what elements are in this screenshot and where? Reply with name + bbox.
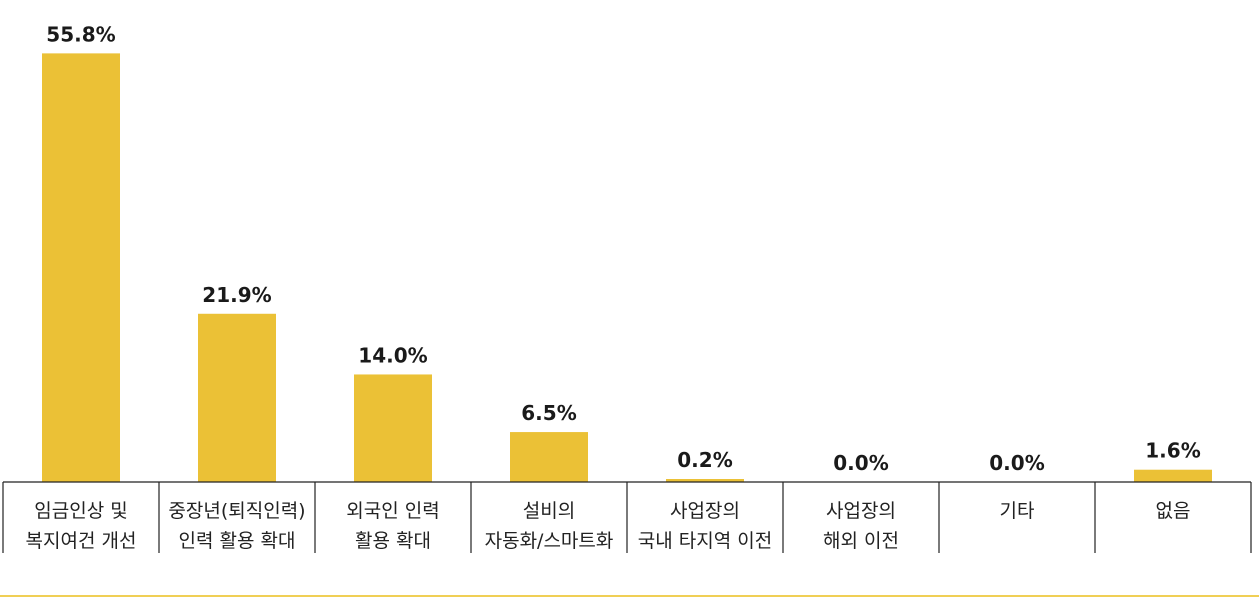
category-label: 없음 — [1156, 500, 1191, 522]
category-label: 외국인 인력 — [346, 500, 439, 522]
bar-value-label: 0.0% — [833, 451, 888, 475]
bar — [1134, 469, 1212, 482]
category-label: 임금인상 및 — [34, 500, 127, 522]
category-label: 복지여건 개선 — [26, 530, 137, 552]
category-label: 활용 확대 — [355, 530, 431, 552]
category-label: 사업장의 — [826, 500, 896, 522]
category-label: 해외 이전 — [823, 530, 899, 552]
bar-value-label: 14.0% — [358, 343, 427, 367]
category-label: 국내 타지역 이전 — [638, 530, 772, 552]
bar — [198, 313, 276, 482]
bar-value-label: 55.8% — [46, 22, 115, 46]
bar-value-label: 6.5% — [521, 401, 576, 425]
bar — [510, 432, 588, 482]
bar — [42, 53, 120, 483]
category-label: 중장년(퇴직인력) — [168, 500, 305, 522]
category-label: 사업장의 — [670, 500, 740, 522]
bar-value-label: 21.9% — [202, 283, 271, 307]
category-label: 설비의 — [523, 500, 575, 522]
value-labels-group: 55.8% 21.9% 14.0% 6.5% 0.2% 0.0% 0.0% 1.6% — [46, 22, 1200, 475]
bar — [666, 479, 744, 482]
category-label: 자동화/스마트화 — [485, 530, 614, 552]
bar-value-label: 1.6% — [1145, 439, 1200, 463]
bar-value-label: 0.0% — [989, 451, 1044, 475]
axis-group — [2, 481, 1252, 553]
bar-value-label: 0.2% — [677, 448, 732, 472]
bar — [354, 374, 432, 482]
bars-group — [42, 53, 1212, 483]
category-label: 기타 — [1000, 500, 1035, 522]
category-label: 인력 활용 확대 — [179, 530, 296, 552]
